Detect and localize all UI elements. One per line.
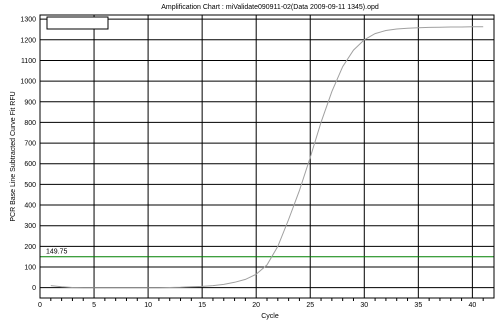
amplification-curve[interactable] bbox=[50, 26, 484, 289]
y-tick-label: 1000 bbox=[20, 79, 36, 86]
y-tick-label: 500 bbox=[24, 182, 36, 189]
grid-layer bbox=[39, 15, 494, 298]
y-tick-label: 1300 bbox=[20, 17, 36, 24]
y-tick-label: 300 bbox=[24, 223, 36, 230]
legend-box bbox=[46, 16, 109, 30]
y-tick-label: 800 bbox=[24, 120, 36, 127]
x-tick-label: 30 bbox=[360, 302, 368, 309]
tick-layer: 0100200300400500600700800900100011001200… bbox=[20, 17, 484, 309]
y-tick-label: 100 bbox=[24, 265, 36, 272]
y-tick-label: 900 bbox=[24, 99, 36, 106]
y-tick-label: 400 bbox=[24, 203, 36, 210]
x-tick-label: 5 bbox=[92, 302, 96, 309]
y-tick-label: 600 bbox=[24, 161, 36, 168]
plot-area bbox=[39, 14, 495, 299]
x-axis-title: Cycle bbox=[261, 313, 279, 320]
x-tick-label: 10 bbox=[144, 302, 152, 309]
x-tick-label: 0 bbox=[38, 302, 42, 309]
marks-layer: 149.75 bbox=[40, 26, 494, 289]
threshold-label: 149.75 bbox=[46, 249, 68, 256]
y-tick-label: 200 bbox=[24, 244, 36, 251]
y-axis-title: PCR Base Line Subtracted Curve Fit RFU bbox=[10, 91, 17, 221]
y-tick-label: 1200 bbox=[20, 37, 36, 44]
y-tick-label: 0 bbox=[32, 285, 36, 292]
x-tick-label: 35 bbox=[414, 302, 422, 309]
x-tick-label: 40 bbox=[468, 302, 476, 309]
x-tick-label: 15 bbox=[198, 302, 206, 309]
chart-title: Amplification Chart : miValidate090911-0… bbox=[161, 4, 379, 11]
x-tick-label: 25 bbox=[306, 302, 314, 309]
y-tick-label: 1100 bbox=[21, 58, 36, 65]
x-tick-label: 20 bbox=[252, 302, 260, 309]
y-tick-label: 700 bbox=[24, 141, 36, 148]
